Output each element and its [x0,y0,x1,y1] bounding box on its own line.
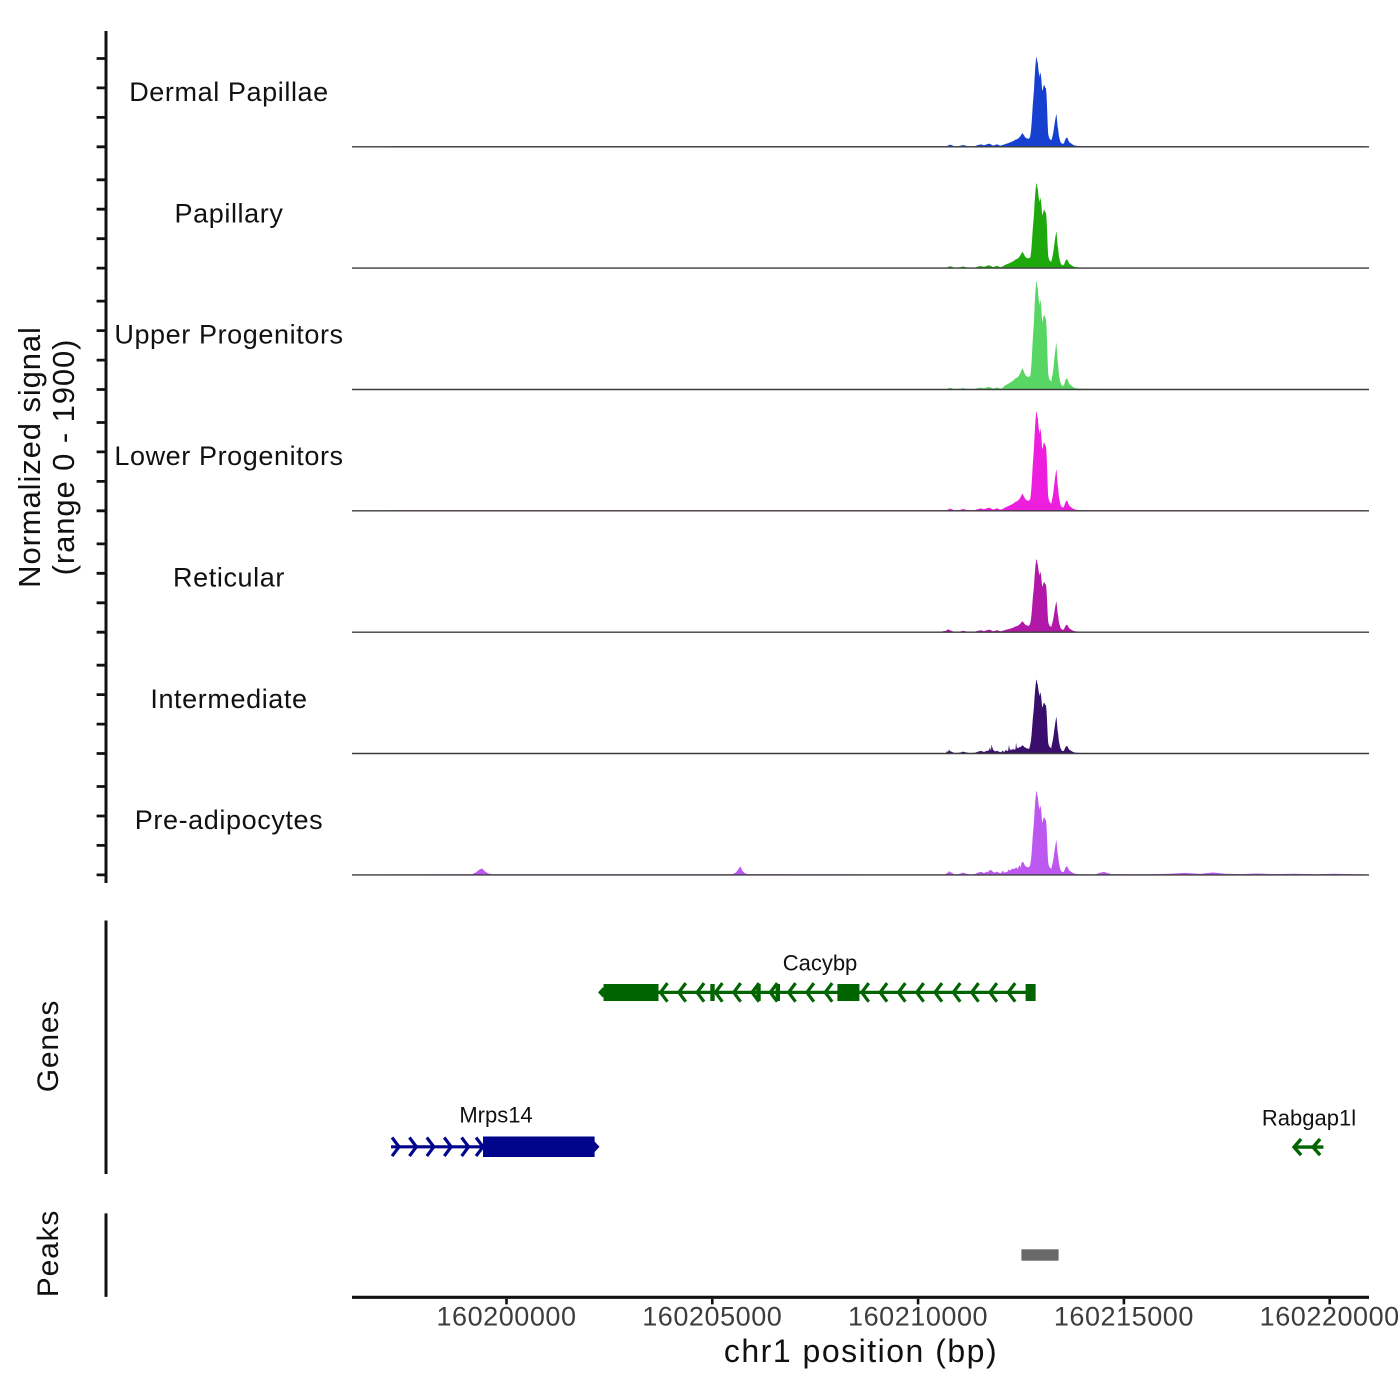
svg-text:160215000: 160215000 [1054,1302,1194,1332]
svg-text:Pre-adipocytes: Pre-adipocytes [135,805,324,835]
svg-text:160205000: 160205000 [642,1302,782,1332]
svg-text:Lower Progenitors: Lower Progenitors [114,441,343,471]
svg-text:Upper Progenitors: Upper Progenitors [114,320,343,350]
svg-text:Normalized signal: Normalized signal [12,326,47,588]
svg-text:Intermediate: Intermediate [150,684,307,714]
svg-text:Dermal Papillae: Dermal Papillae [129,77,329,107]
svg-text:160220000: 160220000 [1260,1302,1400,1332]
svg-text:(range 0 - 1900): (range 0 - 1900) [46,339,81,576]
svg-text:Papillary: Papillary [175,198,284,228]
svg-text:chr1 position (bp): chr1 position (bp) [724,1333,998,1369]
svg-text:160200000: 160200000 [436,1302,576,1332]
svg-text:Genes: Genes [32,1000,65,1092]
svg-text:Rabgap1l: Rabgap1l [1262,1106,1356,1131]
svg-text:Cacybp: Cacybp [783,951,858,976]
svg-text:Peaks: Peaks [32,1210,65,1297]
svg-text:Reticular: Reticular [173,562,285,592]
svg-text:160210000: 160210000 [848,1302,988,1332]
svg-text:Mrps14: Mrps14 [459,1103,532,1128]
